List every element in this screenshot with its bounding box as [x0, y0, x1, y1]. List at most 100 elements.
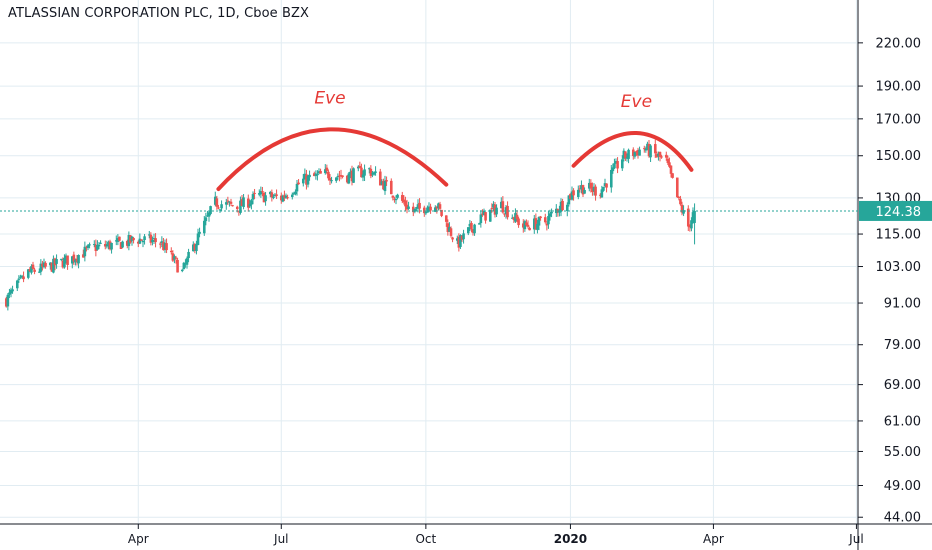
candle-body: [127, 234, 131, 247]
candle-body: [306, 176, 310, 185]
candle-body: [473, 224, 476, 234]
candle-body: [471, 229, 475, 233]
candle-body: [301, 178, 305, 184]
candle-body: [240, 199, 244, 206]
candle-body: [209, 206, 212, 214]
candle-body: [490, 207, 494, 209]
eve-arc: [571, 131, 694, 172]
y-tick-label: 260.00: [876, 0, 922, 2]
candle-body: [657, 153, 660, 157]
candle-body: [163, 242, 167, 250]
candle-body: [125, 240, 129, 246]
candle-body: [680, 204, 684, 213]
candle-body: [88, 244, 91, 246]
candle-body: [215, 198, 219, 207]
candle-body: [693, 210, 696, 223]
candle-body: [460, 235, 464, 240]
candle-body: [341, 175, 344, 177]
candle-body: [345, 175, 349, 183]
candle-body: [565, 204, 569, 211]
candle-body: [286, 197, 289, 199]
candle-body: [493, 204, 497, 215]
candle-body: [633, 152, 637, 157]
candle-body: [31, 264, 35, 269]
candle-body: [114, 240, 118, 242]
candle-body: [314, 173, 318, 177]
candle-body: [312, 173, 316, 177]
candle-body: [53, 258, 57, 266]
candle-body: [620, 159, 624, 169]
candle-body: [433, 207, 437, 212]
candle-body: [468, 223, 472, 227]
candle-body: [173, 256, 176, 260]
candle-body: [339, 175, 343, 177]
candle-body: [466, 227, 470, 234]
candle-body: [248, 203, 252, 207]
x-tick-label: Apr: [703, 532, 724, 546]
candle-body: [682, 210, 685, 214]
candle-body: [499, 201, 503, 209]
candle-body: [589, 182, 593, 189]
candle-body: [19, 276, 22, 278]
candle-body: [226, 200, 230, 202]
candle-body: [9, 289, 13, 294]
candle-body: [251, 194, 255, 200]
candle-body: [394, 199, 398, 201]
candle-body: [195, 244, 198, 252]
candle-body: [360, 167, 363, 178]
candle-body: [567, 195, 571, 205]
candle-body: [75, 258, 79, 262]
candle-body: [185, 258, 189, 265]
candle-body: [290, 194, 294, 198]
candle-body: [536, 223, 539, 230]
candle-body: [74, 259, 77, 263]
candle-body: [294, 191, 297, 195]
candle-body: [415, 207, 418, 209]
candle-body: [405, 204, 409, 210]
candle-body: [515, 214, 519, 219]
candle-body: [521, 223, 525, 228]
candle-body: [402, 199, 406, 203]
candle-body: [198, 231, 201, 234]
candle-body: [671, 173, 674, 178]
candle-body: [292, 193, 296, 195]
candle-body: [297, 182, 300, 185]
candle-body: [262, 192, 266, 203]
candle-body: [583, 190, 586, 194]
y-tick-label: 69.00: [884, 378, 921, 393]
candle-body: [116, 238, 120, 242]
candle-body: [602, 186, 605, 191]
candle-body: [550, 211, 553, 214]
candle-body: [625, 157, 629, 159]
candle-body: [668, 162, 671, 167]
candle-body: [235, 206, 239, 210]
y-tick-label: 44.00: [884, 511, 921, 526]
candle-body: [217, 207, 220, 209]
candle-body: [275, 194, 278, 196]
candle-body: [614, 161, 618, 164]
candle-body: [600, 189, 604, 198]
candle-body: [39, 263, 43, 272]
candle-body: [664, 154, 668, 158]
candle-body: [61, 260, 65, 268]
candle-body: [609, 169, 613, 188]
candle-body: [510, 217, 514, 219]
candle-body: [165, 243, 168, 251]
candle-body: [308, 174, 311, 178]
candle-body: [92, 244, 96, 246]
candle-body: [72, 254, 76, 262]
candle-body: [603, 183, 607, 187]
candle-body: [187, 251, 190, 259]
candle-body: [42, 262, 46, 268]
candle-body: [83, 246, 87, 257]
candle-body: [347, 173, 351, 184]
candle-body: [94, 244, 98, 251]
candle-body: [270, 192, 274, 198]
candle-body: [561, 200, 564, 211]
candle-body: [581, 185, 585, 195]
candle-body: [158, 243, 162, 245]
candle-body: [539, 216, 542, 219]
candle-body: [305, 174, 308, 185]
